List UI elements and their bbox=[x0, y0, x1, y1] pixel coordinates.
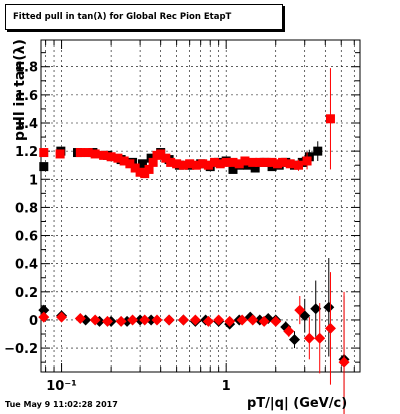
data-point bbox=[273, 159, 283, 169]
y-tick-label: 0.6 bbox=[15, 230, 38, 245]
data-point bbox=[314, 332, 326, 344]
data-point bbox=[248, 157, 258, 167]
data-point bbox=[191, 160, 201, 170]
data-point bbox=[135, 167, 145, 177]
data-point bbox=[106, 152, 116, 162]
y-tick-label: 1.2 bbox=[15, 145, 38, 160]
data-point bbox=[224, 315, 236, 327]
data-point bbox=[323, 301, 335, 313]
data-point bbox=[303, 332, 315, 344]
y-tick-label: 0.8 bbox=[15, 201, 38, 216]
data-point bbox=[75, 148, 85, 158]
data-point bbox=[56, 311, 68, 323]
data-point bbox=[325, 114, 335, 124]
data-point bbox=[203, 160, 213, 170]
data-point bbox=[83, 148, 93, 158]
data-point bbox=[198, 159, 208, 169]
data-point bbox=[278, 157, 288, 167]
data-point bbox=[270, 315, 282, 327]
x-tick-label: 10⁻¹ bbox=[46, 379, 77, 394]
y-tick-label: 1.6 bbox=[15, 89, 38, 104]
data-point bbox=[247, 314, 259, 326]
data-point bbox=[294, 304, 306, 316]
data-point bbox=[144, 164, 154, 174]
y-axis-label: pull in tan(λ) bbox=[12, 39, 28, 141]
data-point bbox=[161, 153, 171, 163]
y-tick-label: 1.4 bbox=[15, 117, 38, 132]
chart-title: Fitted pull in tan(λ) for Global Rec Pio… bbox=[5, 4, 283, 30]
data-point bbox=[151, 314, 163, 326]
data-point bbox=[255, 157, 265, 167]
data-point bbox=[210, 157, 220, 167]
data-point bbox=[38, 304, 50, 316]
data-point bbox=[74, 313, 86, 325]
y-tick-label: 1.8 bbox=[15, 61, 38, 76]
data-point bbox=[163, 314, 175, 326]
data-point bbox=[283, 325, 295, 337]
data-point bbox=[156, 149, 166, 159]
data-point bbox=[127, 314, 139, 326]
data-point bbox=[213, 314, 225, 326]
data-point bbox=[215, 159, 225, 169]
data-point bbox=[302, 156, 312, 166]
data-point bbox=[285, 159, 295, 169]
data-point bbox=[101, 315, 113, 327]
data-point bbox=[39, 162, 49, 172]
data-point bbox=[55, 149, 65, 159]
x-tick-label: 1 bbox=[222, 379, 231, 394]
data-point bbox=[221, 157, 231, 167]
y-tick-label: 1 bbox=[29, 173, 38, 188]
data-point bbox=[99, 150, 109, 160]
data-point bbox=[139, 314, 151, 326]
data-point bbox=[38, 311, 50, 323]
data-point bbox=[185, 159, 195, 169]
data-point bbox=[234, 159, 244, 169]
data-point bbox=[166, 157, 176, 167]
data-point bbox=[202, 315, 214, 327]
x-axis-label: pT/|q| (GeV/c) bbox=[247, 396, 348, 411]
data-point bbox=[119, 156, 129, 166]
data-point bbox=[288, 334, 300, 346]
data-point bbox=[228, 164, 238, 174]
data-point bbox=[338, 356, 350, 368]
data-point bbox=[130, 163, 140, 173]
data-point bbox=[261, 157, 271, 167]
data-point bbox=[177, 314, 189, 326]
data-point bbox=[113, 153, 123, 163]
data-point bbox=[145, 314, 157, 326]
data-point bbox=[115, 315, 127, 327]
data-point bbox=[228, 157, 238, 167]
data-point bbox=[250, 163, 260, 173]
data-point bbox=[236, 314, 248, 326]
data-point bbox=[125, 159, 135, 169]
data-point bbox=[90, 149, 100, 159]
data-point bbox=[39, 148, 49, 158]
data-point bbox=[258, 315, 270, 327]
data-point bbox=[178, 160, 188, 170]
data-point bbox=[189, 314, 201, 326]
data-point bbox=[148, 157, 158, 167]
data-point bbox=[294, 160, 304, 170]
data-point bbox=[89, 314, 101, 326]
data-point bbox=[324, 322, 336, 334]
y-tick-label: 0.2 bbox=[15, 286, 38, 301]
data-point bbox=[313, 146, 323, 156]
y-tick-label: −0.2 bbox=[4, 342, 38, 357]
timestamp: Tue May 9 11:02:28 2017 bbox=[5, 400, 118, 409]
data-point bbox=[172, 159, 182, 169]
data-point bbox=[240, 156, 250, 166]
y-tick-label: 0.4 bbox=[15, 258, 38, 273]
y-tick-label: 0 bbox=[29, 314, 38, 329]
data-point bbox=[137, 159, 147, 169]
data-point bbox=[267, 157, 277, 167]
data-point bbox=[310, 303, 322, 315]
